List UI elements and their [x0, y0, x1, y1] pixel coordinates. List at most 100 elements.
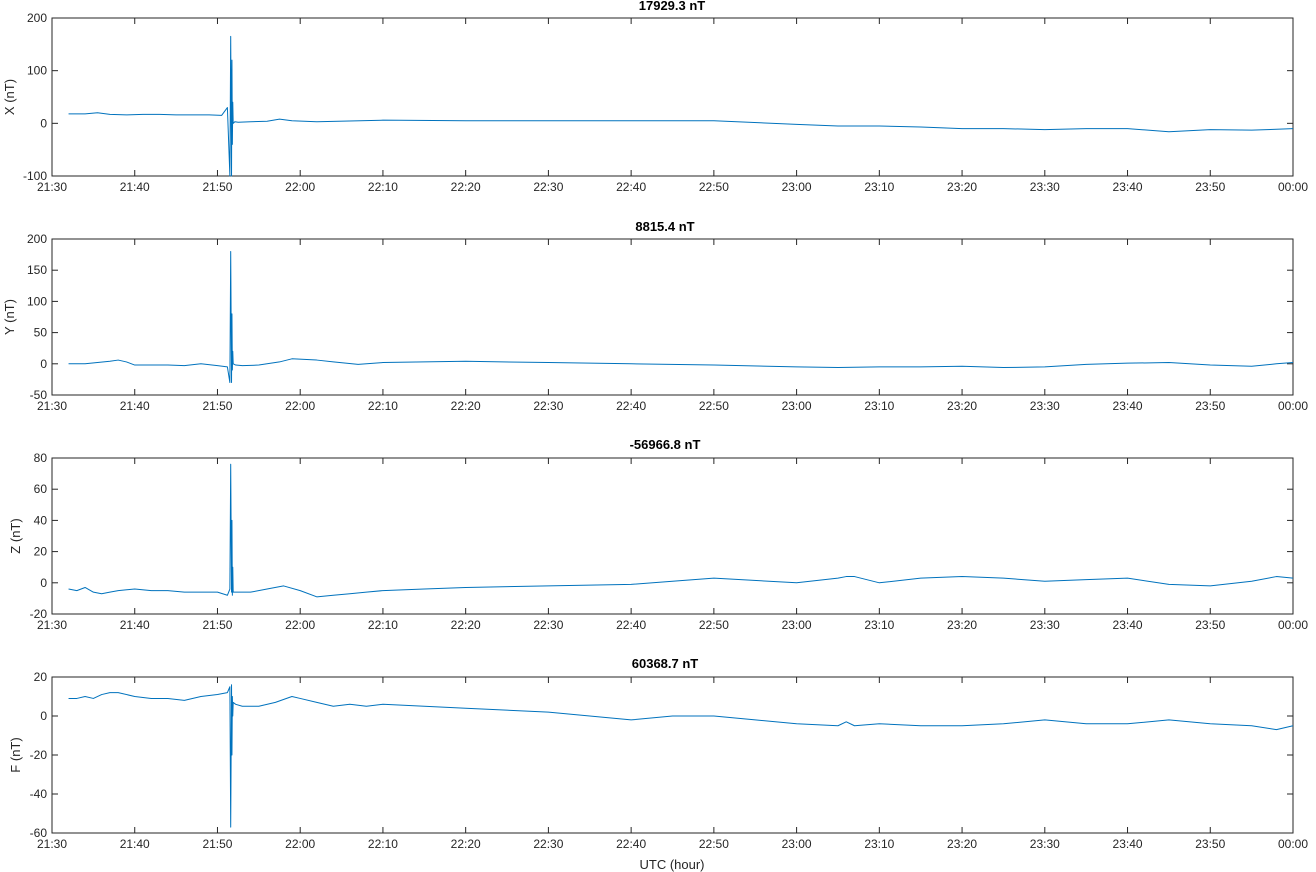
x-tick-label: 22:50 — [699, 618, 729, 632]
x-axis-label: UTC (hour) — [639, 857, 704, 872]
x-tick-label: 22:50 — [699, 180, 729, 194]
y-tick-label: 150 — [27, 263, 47, 277]
x-tick-label: 23:00 — [782, 399, 812, 413]
x-tick-label: 22:00 — [285, 837, 315, 851]
x-tick-label: 22:40 — [616, 180, 646, 194]
y-tick-label: 80 — [34, 451, 48, 465]
panel-z-component: -56966.8 nT Z (nT) -20 0 20 40 60 80 21:30 21:4… — [8, 437, 1308, 632]
series-line — [68, 463, 1294, 598]
x-tick-label: 21:40 — [120, 837, 150, 851]
series-line — [68, 250, 1294, 384]
x-tick-label: 22:40 — [616, 618, 646, 632]
x-tick-label: 23:50 — [1195, 837, 1225, 851]
x-tick-label: 00:00 — [1278, 618, 1308, 632]
x-tick-label: 00:00 — [1278, 399, 1308, 413]
x-tick-label: 23:10 — [864, 180, 894, 194]
y-axis-label: Y (nT) — [2, 299, 17, 335]
x-tick-label: 23:20 — [947, 837, 977, 851]
x-tick-label: 23:00 — [782, 837, 812, 851]
x-tick-label: 22:40 — [616, 399, 646, 413]
y-tick-label: 200 — [27, 232, 47, 246]
x-tick-label: 22:10 — [368, 837, 398, 851]
y-tick-label: -100 — [23, 169, 47, 183]
panel-title: 60368.7 nT — [632, 656, 699, 671]
x-tick-label: 23:40 — [1113, 399, 1143, 413]
x-tick-label: 22:20 — [451, 618, 481, 632]
x-tick-label: 23:00 — [782, 180, 812, 194]
x-tick-label: 23:20 — [947, 618, 977, 632]
x-tick-label: 22:10 — [368, 618, 398, 632]
y-axis-label: X (nT) — [2, 79, 17, 115]
x-tick-label: 23:20 — [947, 180, 977, 194]
x-tick-label: 22:20 — [451, 399, 481, 413]
y-tick-label: 20 — [34, 545, 48, 559]
series-line — [68, 35, 1294, 177]
y-axis-label: Z (nT) — [8, 518, 23, 553]
x-tick-label: 23:10 — [864, 837, 894, 851]
x-tick-label: 21:40 — [120, 399, 150, 413]
x-tick-label: 22:00 — [285, 180, 315, 194]
axes-frame — [51, 676, 1294, 834]
panel-title: -56966.8 nT — [630, 437, 701, 452]
x-tick-label: 23:40 — [1113, 618, 1143, 632]
x-tick-label: 23:30 — [1030, 618, 1060, 632]
x-tick-label: 21:30 — [37, 837, 67, 851]
x-tick-label: 21:40 — [120, 180, 150, 194]
axes-frame — [51, 17, 1294, 177]
x-tick-label: 21:50 — [202, 837, 232, 851]
x-tick-label: 22:10 — [368, 399, 398, 413]
x-tick-label: 23:30 — [1030, 180, 1060, 194]
x-tick-label: 00:00 — [1278, 837, 1308, 851]
x-tick-label: 23:00 — [782, 618, 812, 632]
y-tick-label: 0 — [40, 116, 47, 130]
y-tick-label: 40 — [34, 513, 48, 527]
y-tick-label: -20 — [30, 607, 48, 621]
plot-area: -50 0 50 100 150 200 21:30 21:40 21:50 22:00 22:10… — [27, 232, 1308, 413]
x-tick-label: 23:50 — [1195, 618, 1225, 632]
x-tick-label: 21:30 — [37, 618, 67, 632]
series-line — [68, 684, 1294, 828]
y-tick-label: -20 — [30, 748, 48, 762]
y-tick-label: 100 — [27, 64, 47, 78]
x-tick-label: 22:20 — [451, 837, 481, 851]
x-tick-label: 22:40 — [616, 837, 646, 851]
x-tick-label: 23:40 — [1113, 837, 1143, 851]
x-tick-label: 21:30 — [37, 180, 67, 194]
y-tick-label: 0 — [40, 357, 47, 371]
y-tick-label: -40 — [30, 787, 48, 801]
x-tick-label: 22:50 — [699, 837, 729, 851]
y-tick-label: -60 — [30, 826, 48, 840]
x-tick-label: 22:10 — [368, 180, 398, 194]
x-tick-label: 23:20 — [947, 399, 977, 413]
x-tick-label: 23:30 — [1030, 399, 1060, 413]
x-tick-label: 23:10 — [864, 399, 894, 413]
x-tick-label: 23:30 — [1030, 837, 1060, 851]
panel-f-total-field: 60368.7 nT F (nT) -60 -40 -20 0 20 21:30 21:40… — [8, 656, 1308, 872]
y-axis-label: F (nT) — [8, 737, 23, 772]
y-tick-label: 60 — [34, 482, 48, 496]
x-tick-label: 21:50 — [202, 399, 232, 413]
panel-title: 17929.3 nT — [639, 0, 706, 13]
y-tick-label: 0 — [40, 709, 47, 723]
x-tick-label: 22:30 — [533, 399, 563, 413]
plot-area: -60 -40 -20 0 20 21:30 21:40 21:50 22:00 22:10 22:… — [30, 670, 1309, 851]
x-tick-label: 22:00 — [285, 399, 315, 413]
y-tick-label: 0 — [40, 576, 47, 590]
plot-area: -20 0 20 40 60 80 21:30 21:40 21:50 22:00 22:10 22:… — [30, 451, 1309, 632]
x-tick-label: 23:50 — [1195, 399, 1225, 413]
x-tick-label: 23:50 — [1195, 180, 1225, 194]
x-tick-label: 00:00 — [1278, 180, 1308, 194]
axes-frame — [51, 238, 1294, 396]
x-tick-label: 22:50 — [699, 399, 729, 413]
y-tick-label: 200 — [27, 11, 47, 25]
x-tick-label: 21:40 — [120, 618, 150, 632]
x-tick-label: 21:50 — [202, 618, 232, 632]
y-tick-label: 20 — [34, 670, 48, 684]
panel-y-component: 8815.4 nT Y (nT) -50 0 50 100 150 200 21:30 21:… — [2, 219, 1308, 413]
x-tick-label: 23:40 — [1113, 180, 1143, 194]
panel-title: 8815.4 nT — [635, 219, 694, 234]
x-tick-label: 22:20 — [451, 180, 481, 194]
x-tick-label: 22:00 — [285, 618, 315, 632]
y-tick-label: 50 — [34, 326, 48, 340]
